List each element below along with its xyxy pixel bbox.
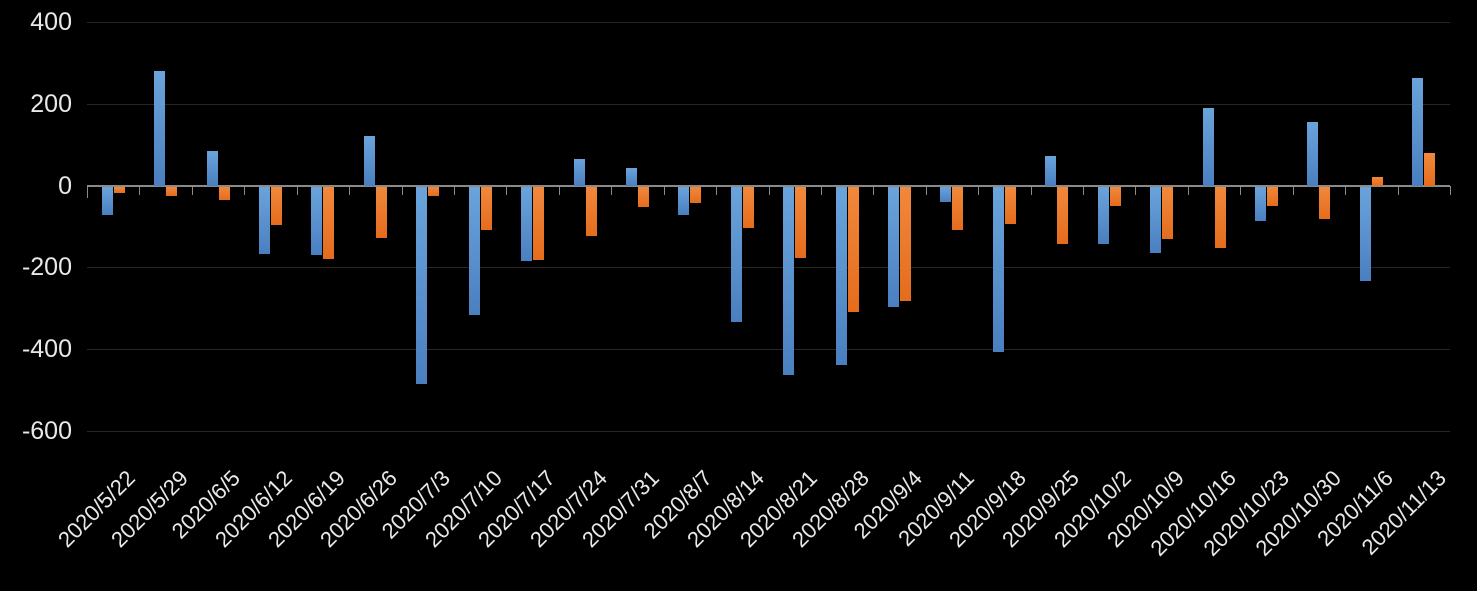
axis-tick (453, 185, 455, 195)
bar-series1-2020/6/5 (206, 150, 218, 186)
bar-series2-2020/10/16 (1214, 186, 1226, 248)
axis-tick (820, 185, 822, 195)
y-axis-label: 200 (30, 89, 72, 118)
axis-tick (139, 185, 141, 195)
bar-series2-2020/7/3 (428, 186, 440, 196)
bar-series1-2020/6/19 (311, 186, 323, 256)
bar-series2-2020/7/10 (480, 186, 492, 231)
axis-tick (401, 185, 403, 195)
bar-series1-2020/8/21 (783, 186, 795, 375)
bar-series2-2020/6/5 (218, 186, 230, 201)
bar-series2-2020/5/29 (166, 186, 178, 196)
bar-series1-2020/11/13 (1412, 77, 1424, 186)
axis-tick (768, 185, 770, 195)
axis-tick (1135, 185, 1137, 195)
bar-series1-2020/10/30 (1307, 121, 1319, 186)
y-gridline (87, 103, 1450, 105)
bar-series1-2020/8/14 (730, 186, 742, 322)
axis-tick (663, 185, 665, 195)
axis-tick (191, 185, 193, 195)
axis-tick (1345, 185, 1347, 195)
y-gridline (87, 431, 1450, 432)
bar-series1-2020/5/29 (154, 71, 166, 186)
bar-series2-2020/9/4 (900, 186, 912, 302)
bar-series1-2020/7/24 (573, 159, 585, 186)
axis-tick (1240, 185, 1242, 195)
bar-series1-2020/10/2 (1097, 186, 1109, 244)
axis-tick (506, 185, 508, 195)
y-axis-label: -600 (21, 417, 72, 445)
axis-tick (244, 185, 246, 195)
axis-tick (925, 185, 927, 195)
axis-tick (349, 185, 351, 195)
bar-series2-2020/6/12 (270, 186, 282, 226)
bar-series1-2020/9/25 (1045, 156, 1057, 186)
bar-series2-2020/7/17 (533, 186, 545, 260)
bar-series1-2020/6/12 (258, 186, 270, 255)
bar-series1-2020/7/3 (416, 186, 428, 384)
bar-series2-2020/7/31 (637, 186, 649, 208)
bar-series2-2020/10/9 (1162, 186, 1174, 240)
axis-tick (978, 185, 980, 195)
bar-series2-2020/6/19 (323, 186, 335, 260)
bar-series1-2020/11/6 (1359, 186, 1371, 282)
bar-series1-2020/10/9 (1150, 186, 1162, 253)
axis-tick (1187, 185, 1189, 195)
bar-series2-2020/8/28 (847, 186, 859, 312)
bar-series2-2020/11/13 (1424, 152, 1436, 186)
bar-series2-2020/11/6 (1371, 176, 1383, 186)
y-axis-label: 0 (58, 171, 72, 200)
bar-series1-2020/10/23 (1255, 186, 1267, 222)
bar-series1-2020/9/4 (888, 186, 900, 308)
axis-tick (558, 185, 560, 195)
axis-tick (716, 185, 718, 195)
bar-series1-2020/5/22 (101, 186, 113, 216)
bar-series1-2020/8/7 (678, 186, 690, 216)
axis-tick (1450, 185, 1451, 195)
bar-series1-2020/7/17 (521, 186, 533, 262)
axis-tick (87, 185, 88, 198)
axis-tick (873, 185, 875, 195)
bar-series2-2020/10/30 (1319, 186, 1331, 219)
bar-series1-2020/6/26 (363, 135, 375, 186)
bar-series2-2020/10/2 (1109, 186, 1121, 206)
bar-series2-2020/9/18 (1004, 186, 1016, 224)
bar-series1-2020/9/11 (940, 186, 952, 203)
bar-series2-2020/8/21 (795, 186, 807, 258)
bar-series2-2020/9/11 (952, 186, 964, 231)
y-axis-label: -200 (21, 253, 72, 282)
axis-tick (1397, 185, 1399, 195)
y-gridline (87, 267, 1450, 269)
bar-series1-2020/7/31 (625, 168, 637, 186)
bar-series2-2020/9/25 (1057, 186, 1069, 244)
bar-series1-2020/10/16 (1202, 107, 1214, 186)
bar-series2-2020/8/7 (690, 186, 702, 203)
bar-series2-2020/5/22 (113, 186, 125, 193)
axis-tick (1292, 185, 1294, 195)
axis-tick (1030, 185, 1032, 195)
bar-series2-2020/7/24 (585, 186, 597, 237)
bar-series1-2020/9/18 (992, 186, 1004, 353)
axis-tick (296, 185, 298, 195)
axis-tick (611, 185, 613, 195)
y-gridline (87, 22, 1450, 23)
bar-series1-2020/8/28 (835, 186, 847, 365)
bar-series2-2020/8/14 (742, 186, 754, 228)
y-gridline (87, 349, 1450, 351)
y-axis-label: 400 (30, 8, 72, 36)
y-axis-label: -400 (21, 335, 72, 364)
bar-series2-2020/6/26 (375, 186, 387, 239)
bar-series1-2020/7/10 (468, 186, 480, 316)
bar-series2-2020/10/23 (1267, 186, 1279, 207)
axis-tick (1083, 185, 1085, 195)
